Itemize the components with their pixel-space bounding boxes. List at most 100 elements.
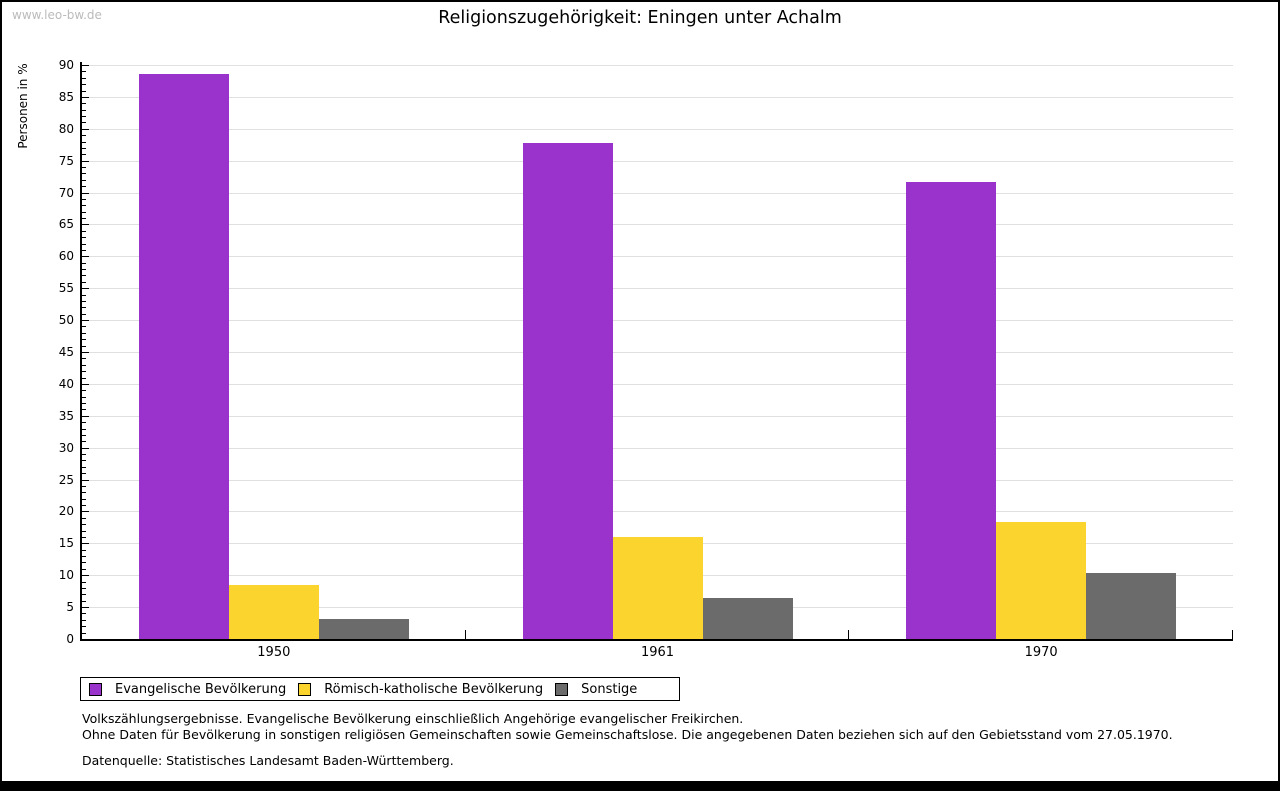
y-minor-tick bbox=[82, 568, 86, 570]
y-minor-tick bbox=[82, 371, 86, 373]
x-category-label: 1970 bbox=[1024, 645, 1058, 660]
y-tick-label: 20 bbox=[58, 504, 74, 519]
y-major-tick bbox=[82, 383, 89, 385]
y-minor-tick bbox=[82, 517, 86, 519]
legend: Evangelische Bevölkerung Römisch-katholis… bbox=[80, 677, 680, 701]
gridline bbox=[82, 415, 1233, 417]
gridline bbox=[82, 96, 1233, 98]
y-major-tick bbox=[82, 128, 89, 130]
y-major-tick bbox=[82, 543, 89, 545]
chart-title: Religionszugehörigkeit: Eningen unter Ac… bbox=[438, 8, 842, 28]
legend-swatch-icon bbox=[555, 682, 569, 696]
y-minor-tick bbox=[82, 147, 86, 149]
y-minor-tick bbox=[82, 243, 86, 245]
y-major-tick bbox=[82, 65, 89, 66]
y-minor-tick bbox=[82, 218, 86, 220]
footnotes: Volkszählungsergebnisse. Evangelische Be… bbox=[82, 711, 1173, 742]
y-tick-label: 75 bbox=[58, 153, 74, 168]
x-boundary-tick bbox=[848, 630, 849, 639]
y-tick-label: 15 bbox=[58, 536, 74, 551]
y-minor-tick bbox=[82, 281, 86, 283]
y-major-tick bbox=[82, 607, 89, 609]
y-minor-tick bbox=[82, 562, 86, 564]
y-minor-tick bbox=[82, 230, 86, 232]
gridline bbox=[82, 65, 1233, 66]
y-minor-tick bbox=[82, 626, 86, 628]
y-tick-label: 70 bbox=[58, 185, 74, 200]
y-minor-tick bbox=[82, 409, 86, 411]
y-minor-tick bbox=[82, 530, 86, 532]
bar-1961-series-2 bbox=[702, 597, 793, 639]
x-category-label: 1961 bbox=[640, 645, 675, 660]
gridline bbox=[82, 288, 1233, 290]
footnote-line-1: Volkszählungsergebnisse. Evangelische Be… bbox=[82, 711, 744, 726]
bar-1970-series-0 bbox=[906, 181, 997, 639]
legend-entry-1: Römisch-katholische Bevölkerung bbox=[298, 682, 543, 697]
y-minor-tick bbox=[82, 179, 86, 181]
y-minor-tick bbox=[82, 358, 86, 360]
y-minor-tick bbox=[82, 613, 86, 615]
legend-entry-0: Evangelische Bevölkerung bbox=[89, 682, 286, 697]
y-minor-tick bbox=[82, 294, 86, 296]
y-tick-label: 85 bbox=[58, 89, 74, 104]
y-minor-tick bbox=[82, 275, 86, 277]
y-minor-tick bbox=[82, 109, 86, 111]
y-major-tick bbox=[82, 415, 89, 417]
bar-1961-series-1 bbox=[612, 536, 703, 639]
y-minor-tick bbox=[82, 492, 86, 494]
y-minor-tick bbox=[82, 524, 86, 526]
y-minor-tick bbox=[82, 90, 86, 92]
y-axis bbox=[80, 62, 82, 641]
y-minor-tick bbox=[82, 377, 86, 379]
gridline bbox=[82, 352, 1233, 353]
y-minor-tick bbox=[82, 498, 86, 500]
bar-1970-series-2 bbox=[1086, 572, 1177, 639]
y-minor-tick bbox=[82, 237, 86, 239]
y-major-tick bbox=[82, 479, 89, 481]
legend-label: Evangelische Bevölkerung bbox=[115, 681, 287, 697]
gridline bbox=[82, 447, 1233, 449]
y-axis-label: Personen in % bbox=[16, 63, 30, 149]
y-minor-tick bbox=[82, 211, 86, 213]
plot-area: 0 5 10 15 20 25 30 35 40 45 50 55 60 65 70 75 80 85 90 1950… bbox=[59, 59, 1233, 660]
y-minor-tick bbox=[82, 581, 86, 583]
y-minor-tick bbox=[82, 141, 86, 143]
gridline bbox=[82, 160, 1233, 162]
y-minor-tick bbox=[82, 619, 86, 621]
legend-label: Sonstige bbox=[581, 681, 638, 697]
y-minor-tick bbox=[82, 326, 86, 328]
y-minor-tick bbox=[82, 594, 86, 596]
y-tick-label: 25 bbox=[58, 472, 74, 487]
y-minor-tick bbox=[82, 632, 86, 634]
y-minor-tick bbox=[82, 77, 86, 79]
y-major-tick bbox=[82, 192, 89, 194]
x-category-label: 1950 bbox=[257, 645, 291, 660]
y-minor-tick bbox=[82, 167, 86, 169]
y-major-tick bbox=[82, 256, 89, 258]
y-minor-tick bbox=[82, 71, 86, 73]
y-minor-tick bbox=[82, 434, 86, 436]
y-minor-tick bbox=[82, 600, 86, 602]
y-tick-label: 60 bbox=[58, 249, 74, 264]
legend-swatch-icon bbox=[89, 682, 102, 696]
y-minor-tick bbox=[82, 428, 86, 430]
legend-entry-2: Sonstige bbox=[555, 682, 637, 697]
y-minor-tick bbox=[82, 205, 86, 207]
y-minor-tick bbox=[82, 403, 86, 405]
y-major-tick bbox=[82, 320, 89, 322]
y-minor-tick bbox=[82, 505, 86, 507]
bar-1950-series-1 bbox=[228, 584, 319, 639]
y-minor-tick bbox=[82, 485, 86, 487]
bar-1961-series-0 bbox=[522, 143, 613, 639]
y-major-tick bbox=[82, 224, 89, 226]
bar-1950-series-2 bbox=[318, 618, 409, 639]
gridline bbox=[82, 128, 1233, 130]
y-major-tick bbox=[82, 447, 89, 449]
bottom-bar bbox=[2, 781, 1278, 791]
y-tick-label: 45 bbox=[58, 345, 74, 359]
y-major-tick bbox=[82, 639, 89, 640]
y-minor-tick bbox=[82, 198, 86, 200]
y-minor-tick bbox=[82, 473, 86, 475]
y-minor-tick bbox=[82, 173, 86, 175]
y-minor-tick bbox=[82, 122, 86, 124]
